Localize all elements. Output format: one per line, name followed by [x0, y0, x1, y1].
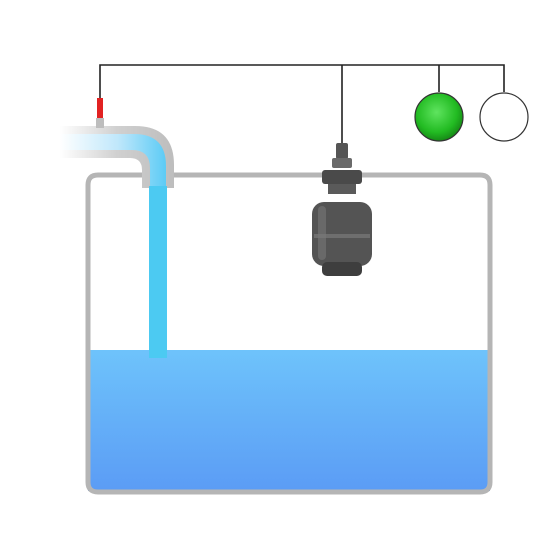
indicator-lamp-off: [479, 92, 529, 142]
control-wiring: [99, 64, 505, 143]
tank-outline: [85, 172, 493, 495]
inlet-pipe-icon: [60, 126, 174, 188]
inflow-stream: [149, 186, 167, 358]
tank: [85, 172, 493, 495]
indicator-lamp-on: [414, 92, 464, 142]
indicator-lamp-icon: [414, 92, 529, 142]
float-switch-icon: [312, 143, 372, 276]
valve-icon: [96, 98, 104, 128]
water-volume: [88, 350, 490, 491]
